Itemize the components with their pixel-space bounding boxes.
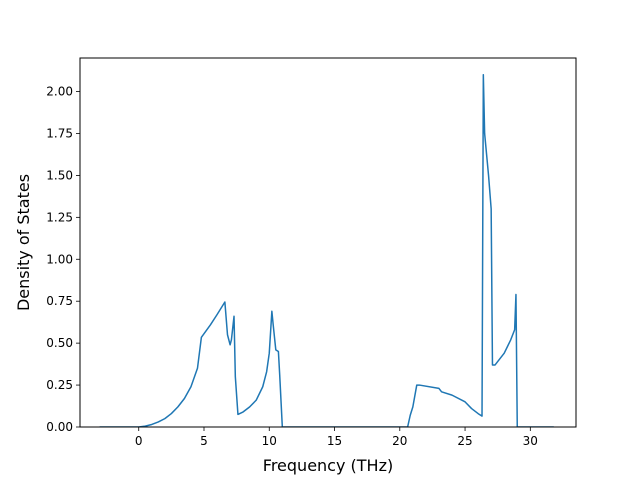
axes-frame xyxy=(79,57,577,428)
x-tick-label: 20 xyxy=(392,434,407,448)
x-tick-label: 5 xyxy=(200,434,208,448)
plot-area xyxy=(99,74,554,427)
y-tick-label: 1.00 xyxy=(46,252,73,266)
dos-series-line xyxy=(99,74,554,427)
x-tick-label: 15 xyxy=(327,434,342,448)
x-tick-label: 10 xyxy=(262,434,277,448)
y-tick-label: 1.50 xyxy=(46,168,73,182)
axis-ticks: 0 5 10 15 20 25 30 0.00 0.25 0.50 0.75 1.00 1.25 1.50… xyxy=(46,85,538,448)
y-tick-label: 2.00 xyxy=(46,85,73,99)
y-tick-label: 0.25 xyxy=(46,378,73,392)
y-tick-label: 0.75 xyxy=(46,294,73,308)
x-tick-label: 25 xyxy=(457,434,472,448)
y-tick-label: 0.00 xyxy=(46,420,73,434)
x-tick-label: 0 xyxy=(135,434,143,448)
y-tick-label: 0.50 xyxy=(46,336,73,350)
y-tick-label: 1.25 xyxy=(46,210,73,224)
y-axis-label: Density of States xyxy=(14,174,33,311)
y-tick-label: 1.75 xyxy=(46,126,73,140)
x-tick-label: 30 xyxy=(523,434,538,448)
x-axis-label: Frequency (THz) xyxy=(263,456,393,475)
